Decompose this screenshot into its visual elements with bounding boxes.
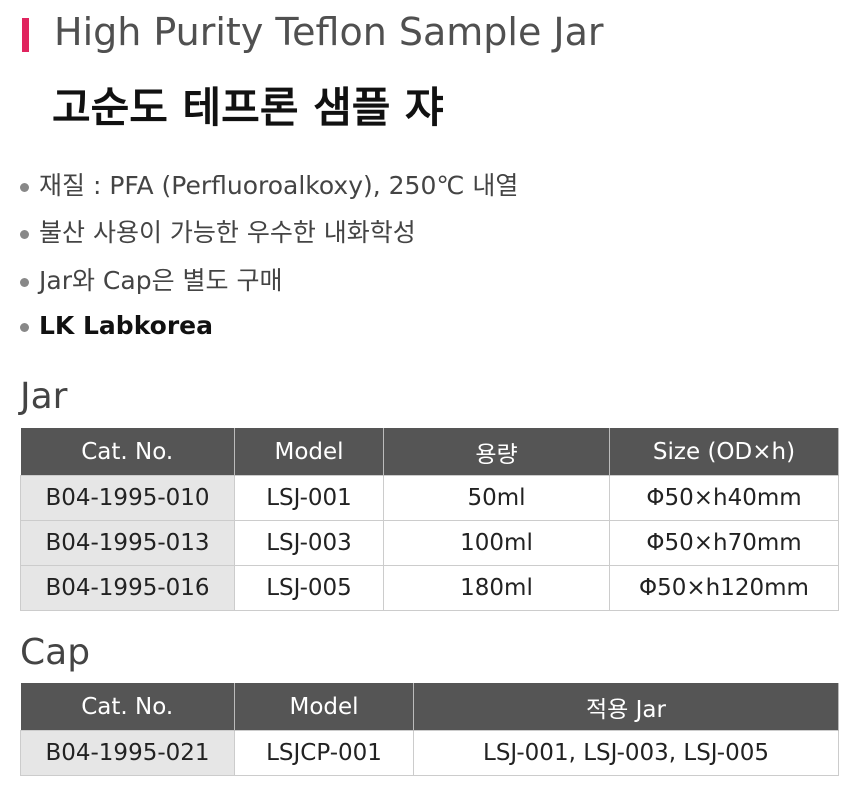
bullet-item: Jar와 Cap은 별도 구매 <box>20 261 282 297</box>
bullet-text: 불산 사용이 가능한 우수한 내화학성 <box>39 218 416 247</box>
table-cell: Φ50×h120mm <box>609 565 839 611</box>
bullet-dot <box>20 277 29 287</box>
table-cell: LSJ-005 <box>234 565 384 611</box>
column-header: Cat. No. <box>20 683 235 731</box>
accent-bar <box>22 18 29 52</box>
bullet-text: 재질 : PFA (Perfluoroalkoxy), 250℃ 내열 <box>39 171 519 200</box>
bullet-item: LK Labkorea <box>20 311 213 340</box>
column-header: Model <box>234 683 414 731</box>
column-header: 용량 <box>383 428 610 476</box>
table-cell: B04-1995-021 <box>20 730 235 776</box>
cap-table: Cat. No. Model 적용 Jar B04-1995-021 LSJCP-001… <box>20 683 839 776</box>
table-row: B04-1995-021 LSJCP-001 LSJ-001, LSJ-003, L… <box>20 730 839 776</box>
table-cell: LSJ-003 <box>234 520 384 566</box>
table-cell: 50ml <box>383 475 610 521</box>
table-cell: B04-1995-010 <box>20 475 235 521</box>
table-cell: Φ50×h40mm <box>609 475 839 521</box>
bullet-text: LK Labkorea <box>39 311 213 340</box>
bullet-dot <box>20 322 29 332</box>
table-cell: Φ50×h70mm <box>609 520 839 566</box>
header-row: Cat. No. Model 용량 Size (OD×h) <box>20 428 839 476</box>
title-ko: 고순도 테프론 샘플 쟈 <box>52 83 444 132</box>
table-cell: 180ml <box>383 565 610 611</box>
bullet-dot <box>20 182 29 192</box>
table-row: B04-1995-016 LSJ-005 180ml Φ50×h120mm <box>20 565 839 611</box>
bullet-text: Jar와 Cap은 별도 구매 <box>39 266 283 295</box>
table-cell: B04-1995-016 <box>20 565 235 611</box>
jar-table: Cat. No. Model 용량 Size (OD×h) B04-1995-010 LS… <box>20 428 839 611</box>
table-row: B04-1995-013 LSJ-003 100ml Φ50×h70mm <box>20 520 839 566</box>
table-cell: LSJ-001, LSJ-003, LSJ-005 <box>413 730 839 776</box>
table-row: B04-1995-010 LSJ-001 50ml Φ50×h40mm <box>20 475 839 521</box>
bullet-dot <box>20 229 29 239</box>
bullet-item: 불산 사용이 가능한 우수한 내화학성 <box>20 213 416 249</box>
table-cell: B04-1995-013 <box>20 520 235 566</box>
header-row: Cat. No. Model 적용 Jar <box>20 683 839 731</box>
jar-heading: Jar <box>20 376 68 417</box>
column-header: Model <box>234 428 384 476</box>
table-cell: LSJ-001 <box>234 475 384 521</box>
table-cell: LSJCP-001 <box>234 730 414 776</box>
table-cell: 100ml <box>383 520 610 566</box>
column-header: Cat. No. <box>20 428 235 476</box>
bullet-item: 재질 : PFA (Perfluoroalkoxy), 250℃ 내열 <box>20 166 518 202</box>
column-header: Size (OD×h) <box>609 428 839 476</box>
title-en: High Purity Teflon Sample Jar <box>54 10 604 54</box>
cap-heading: Cap <box>20 632 91 673</box>
column-header: 적용 Jar <box>413 683 839 731</box>
